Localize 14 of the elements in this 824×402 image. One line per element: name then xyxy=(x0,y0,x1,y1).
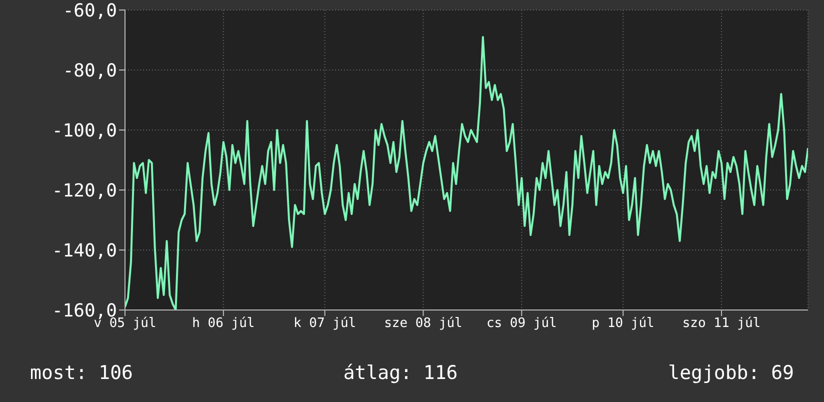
text: legjobb: 69 xyxy=(668,362,794,384)
y-tick-label: -80,0 xyxy=(62,60,117,82)
x-tick-label: p 10 júl xyxy=(592,316,654,332)
x-tick-label: h 06 júl xyxy=(192,316,255,332)
x-tick-label: k 07 júl xyxy=(294,316,356,332)
y-tick-label: -140,0 xyxy=(52,240,117,262)
text: átlag: 116 xyxy=(343,362,458,384)
x-tick-label: cs 09 júl xyxy=(486,316,557,332)
y-tick-label: -100,0 xyxy=(52,120,117,142)
y-tick-label: -60,0 xyxy=(62,0,117,22)
text: most: 106 xyxy=(30,362,133,384)
x-tick-label: sze 08 júl xyxy=(384,316,462,332)
y-tick-label: -120,0 xyxy=(52,180,117,202)
x-tick-label: szo 11 júl xyxy=(682,316,761,332)
